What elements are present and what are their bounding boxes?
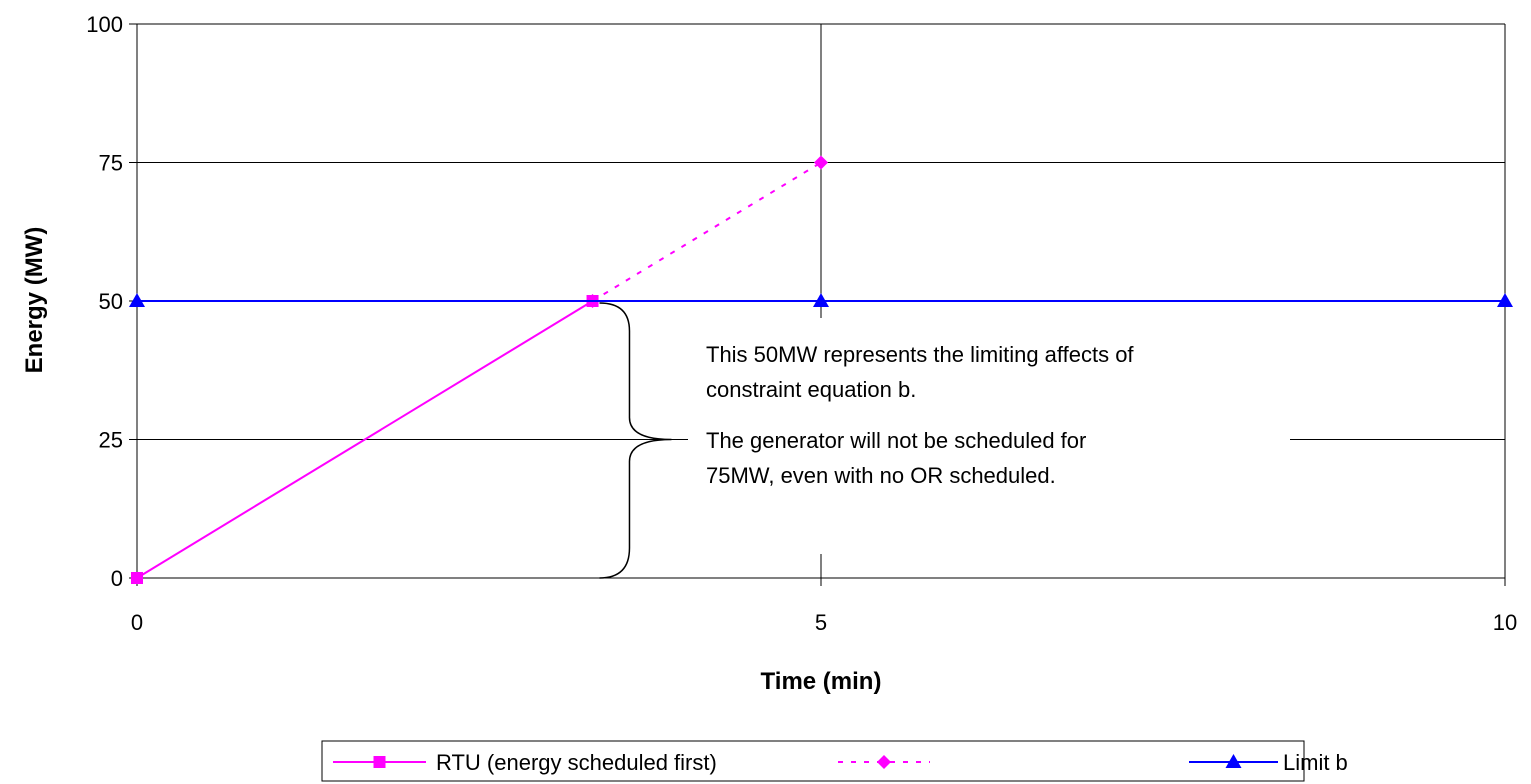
legend-marker-2 xyxy=(877,755,891,769)
y-tick-label-0: 0 xyxy=(111,566,123,591)
legend-entry-1: RTU (energy scheduled first) xyxy=(333,750,717,775)
y-tick-label-100: 100 xyxy=(86,12,123,37)
series-3-point-1 xyxy=(129,293,145,307)
series-3-point-2 xyxy=(813,293,829,307)
x-tick-label-0: 0 xyxy=(131,610,143,635)
series-2-point-2 xyxy=(814,155,828,170)
series-3 xyxy=(129,293,1513,307)
legend-label-3: Limit b xyxy=(1283,750,1348,775)
legend: RTU (energy scheduled first) Limit b xyxy=(321,740,1348,782)
annotation-line-4: 75MW, even with no OR scheduled. xyxy=(706,463,1056,488)
y-tick-label-50: 50 xyxy=(99,289,123,314)
legend-marker-3 xyxy=(1225,754,1242,768)
series-layer xyxy=(129,155,1513,584)
annotation-background xyxy=(688,318,1290,554)
annotation-line-1: This 50MW represents the limiting affect… xyxy=(706,342,1134,367)
y-axis-title: Energy (MW) xyxy=(21,227,48,374)
legend-marker-1 xyxy=(373,756,386,768)
series-2-line xyxy=(592,161,822,302)
annotation-line-3: The generator will not be scheduled for xyxy=(706,428,1086,453)
x-tick-label-10: 10 xyxy=(1493,610,1517,635)
curly-brace xyxy=(599,302,672,579)
legend-box xyxy=(321,740,1305,782)
y-tick-label-75: 75 xyxy=(99,151,123,176)
annotation-line-2: constraint equation b. xyxy=(706,377,916,402)
legend-entry-3: Limit b xyxy=(1189,750,1348,775)
annotation: This 50MW represents the limiting affect… xyxy=(599,302,1290,579)
x-axis-title: Time (min) xyxy=(761,668,882,695)
series-1-point-1 xyxy=(131,572,143,584)
series-1-line xyxy=(136,300,594,579)
y-tick-label-25: 25 xyxy=(99,428,123,453)
legend-entry-2 xyxy=(838,755,930,769)
legend-label-1: RTU (energy scheduled first) xyxy=(436,750,717,775)
tick-labels: 0 25 50 75 100 0 5 10 xyxy=(86,12,1517,635)
x-tick-label-5: 5 xyxy=(815,610,827,635)
series-3-point-3 xyxy=(1497,293,1513,307)
